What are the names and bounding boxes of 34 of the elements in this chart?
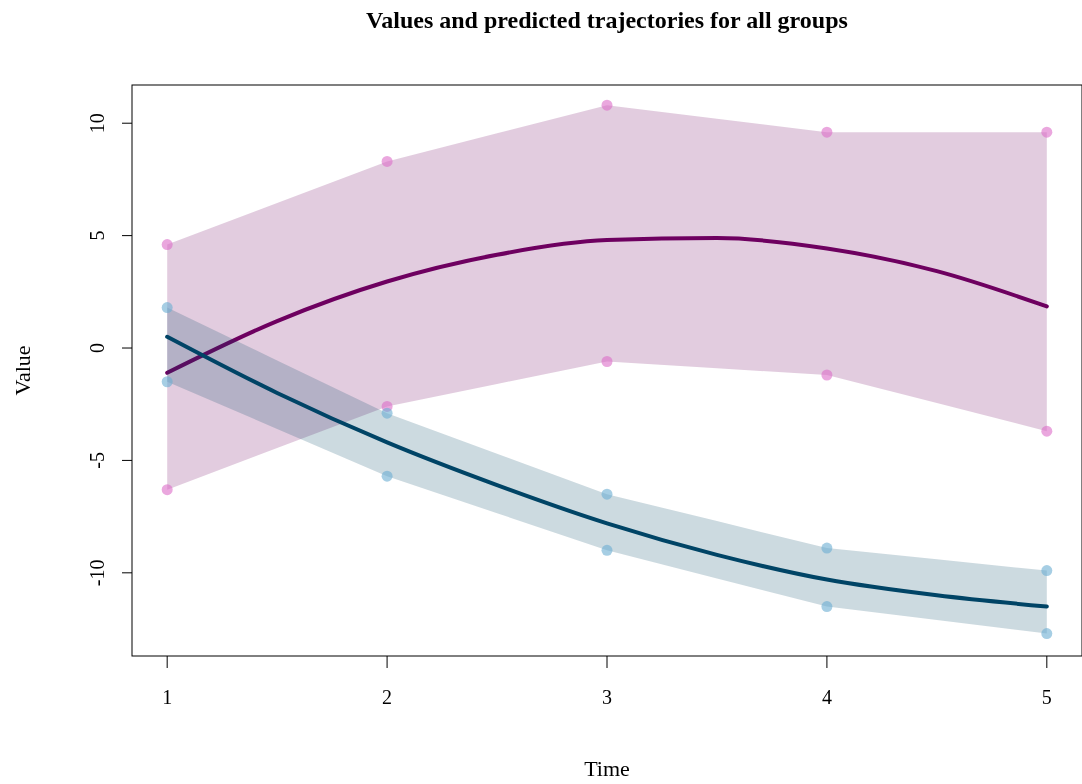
point [1041, 425, 1053, 437]
y-tick-label: 10 [86, 113, 108, 134]
line-series [165, 334, 1049, 609]
x-tick-label: 2 [382, 686, 393, 708]
point [601, 544, 613, 556]
point [1041, 126, 1053, 138]
x-axis-title: Time [584, 756, 630, 781]
point [1041, 628, 1053, 640]
point [821, 369, 833, 381]
point [161, 302, 173, 314]
point [381, 155, 393, 167]
y-axis-title: Value [10, 345, 35, 396]
y-tick-label: -10 [86, 559, 108, 587]
x-tick-label: 4 [821, 686, 832, 708]
point [601, 488, 613, 500]
point [821, 126, 833, 138]
x-tick-label: 5 [1041, 686, 1052, 708]
point [381, 407, 393, 419]
point [601, 99, 613, 111]
point [821, 601, 833, 613]
point [161, 484, 173, 496]
y-tick-label: -5 [86, 452, 108, 469]
point [381, 470, 393, 482]
x-tick-label: 1 [162, 686, 173, 708]
point [601, 356, 613, 368]
y-tick-label: 5 [86, 230, 108, 241]
point [821, 542, 833, 554]
point [161, 239, 173, 251]
line-series [165, 236, 1049, 375]
point [1041, 565, 1053, 577]
y-tick-label: 0 [86, 343, 108, 354]
point [161, 376, 173, 388]
chart-title: Values and predicted trajectories for all groups [366, 7, 848, 33]
x-tick-label: 3 [602, 686, 612, 708]
